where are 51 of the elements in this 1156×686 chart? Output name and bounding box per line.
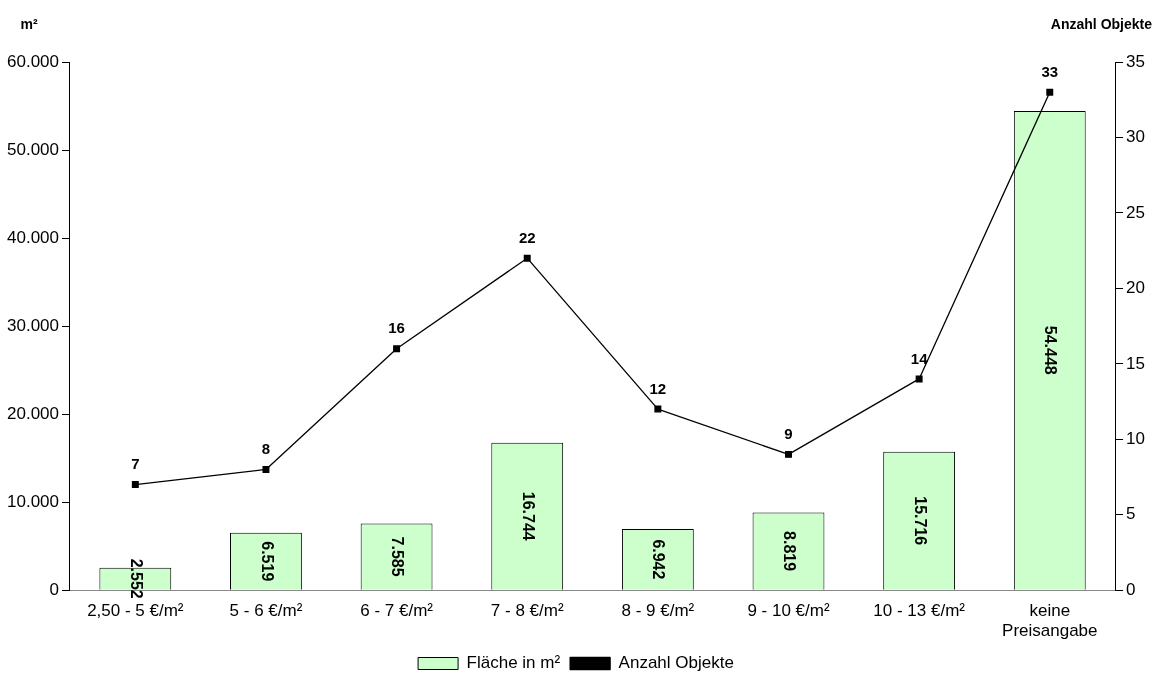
y2-tick-label: 0 (1126, 579, 1136, 599)
data-label: 8 (261, 440, 271, 458)
x-tick-label: 10 - 13 €/m² (873, 601, 966, 621)
x-tick-label: 2,50 - 5 €/m² (87, 601, 184, 621)
x-tick-label: 6 - 7 €/m² (360, 601, 434, 621)
y-tick-label: 50.000 (7, 139, 59, 159)
y-axis-title: m² (20, 15, 38, 32)
point (654, 405, 662, 413)
y2-tick-label: 20 (1126, 278, 1146, 298)
legend-label: Anzahl Objekte (618, 653, 734, 673)
y-tick-label: 20.000 (7, 403, 59, 423)
x-tick-label: 7 - 8 €/m² (490, 601, 564, 621)
point (393, 345, 401, 353)
data-label: 22 (518, 228, 536, 246)
y-tick-label: 60.000 (7, 51, 59, 71)
data-label: 33 (1041, 62, 1059, 80)
data-label: 15.716 (911, 496, 929, 546)
x-tick-label: 8 - 9 €/m² (621, 601, 695, 621)
data-label: 8.819 (781, 531, 799, 572)
data-label: 9 (784, 425, 793, 443)
data-label: 7 (131, 455, 140, 473)
y2-tick-label: 30 (1126, 127, 1146, 147)
point (131, 481, 139, 489)
data-label: 12 (649, 379, 667, 397)
point (785, 450, 792, 458)
legend-label: Fläche in m² (466, 653, 561, 673)
data-label: 6.519 (258, 541, 276, 582)
y2-tick-label: 25 (1126, 202, 1146, 222)
y2-tick-label: 5 (1126, 504, 1136, 524)
data-label: 54.448 (1042, 325, 1060, 375)
x-tick-label: 9 - 10 €/m² (747, 601, 830, 621)
point (1046, 88, 1054, 96)
data-label: 2.552 (127, 558, 145, 599)
y-tick-label: 30.000 (7, 315, 59, 335)
y-tick-label: 10.000 (7, 491, 59, 511)
y2-tick-label: 35 (1126, 51, 1146, 71)
data-label: 7.585 (389, 536, 407, 577)
point (262, 465, 270, 473)
data-label: 6.942 (650, 539, 668, 580)
y2-tick-label: 10 (1126, 428, 1146, 448)
data-label: 16 (388, 319, 405, 337)
data-label: 16.744 (519, 491, 537, 541)
y-tick-label: 40.000 (7, 227, 59, 247)
x-tick-label: keine Preisangabe (1002, 601, 1098, 641)
y-tick-label: 0 (49, 579, 59, 599)
x-tick-label: 5 - 6 €/m² (229, 601, 303, 621)
y2-tick-label: 15 (1126, 353, 1146, 373)
point (915, 375, 923, 383)
y2-axis-title: Anzahl Objekte (1050, 15, 1153, 32)
point (523, 254, 531, 262)
data-label: 14 (910, 349, 929, 367)
